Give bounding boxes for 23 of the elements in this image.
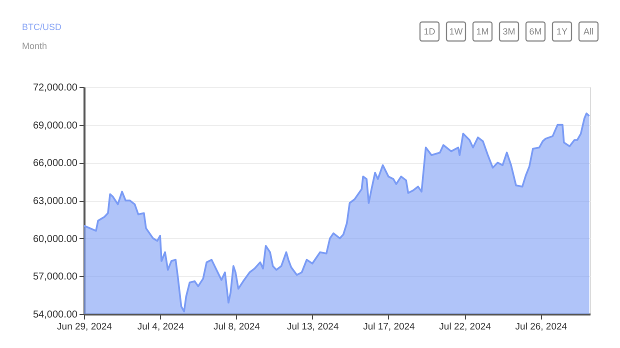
x-tick-label: Jul 26, 2024	[515, 322, 568, 332]
x-tick-label: Jul 8, 2024	[213, 322, 260, 332]
y-tick-label: 57,000.00	[33, 272, 78, 283]
x-tick-label: Jul 17, 2024	[363, 322, 415, 332]
y-tick-label: 69,000.00	[33, 120, 78, 132]
text: 6M	[529, 26, 542, 36]
text: 1M	[476, 26, 489, 36]
chart-subtitle: Month	[22, 41, 48, 51]
y-tick-label: 54,000.00	[33, 310, 78, 320]
x-tick-label: Jul 13, 2024	[286, 322, 339, 332]
x-tick-label: Jul 4, 2024	[137, 322, 184, 332]
y-tick-label: 60,000.00	[33, 234, 78, 245]
y-tick-label: 63,000.00	[33, 196, 78, 207]
text: 3M	[502, 26, 516, 36]
text: 1Y	[556, 26, 568, 36]
chart-title: BTC/USD	[22, 22, 62, 32]
y-tick-label: 66,000.00	[33, 158, 78, 170]
text: 1W	[449, 26, 464, 36]
text: All	[583, 26, 594, 36]
x-tick-label: Jul 22, 2024	[439, 322, 491, 332]
x-tick-label: Jun 29, 2024	[57, 322, 112, 332]
text: 1D	[424, 26, 436, 36]
y-tick-label: 72,000.00	[33, 82, 78, 94]
